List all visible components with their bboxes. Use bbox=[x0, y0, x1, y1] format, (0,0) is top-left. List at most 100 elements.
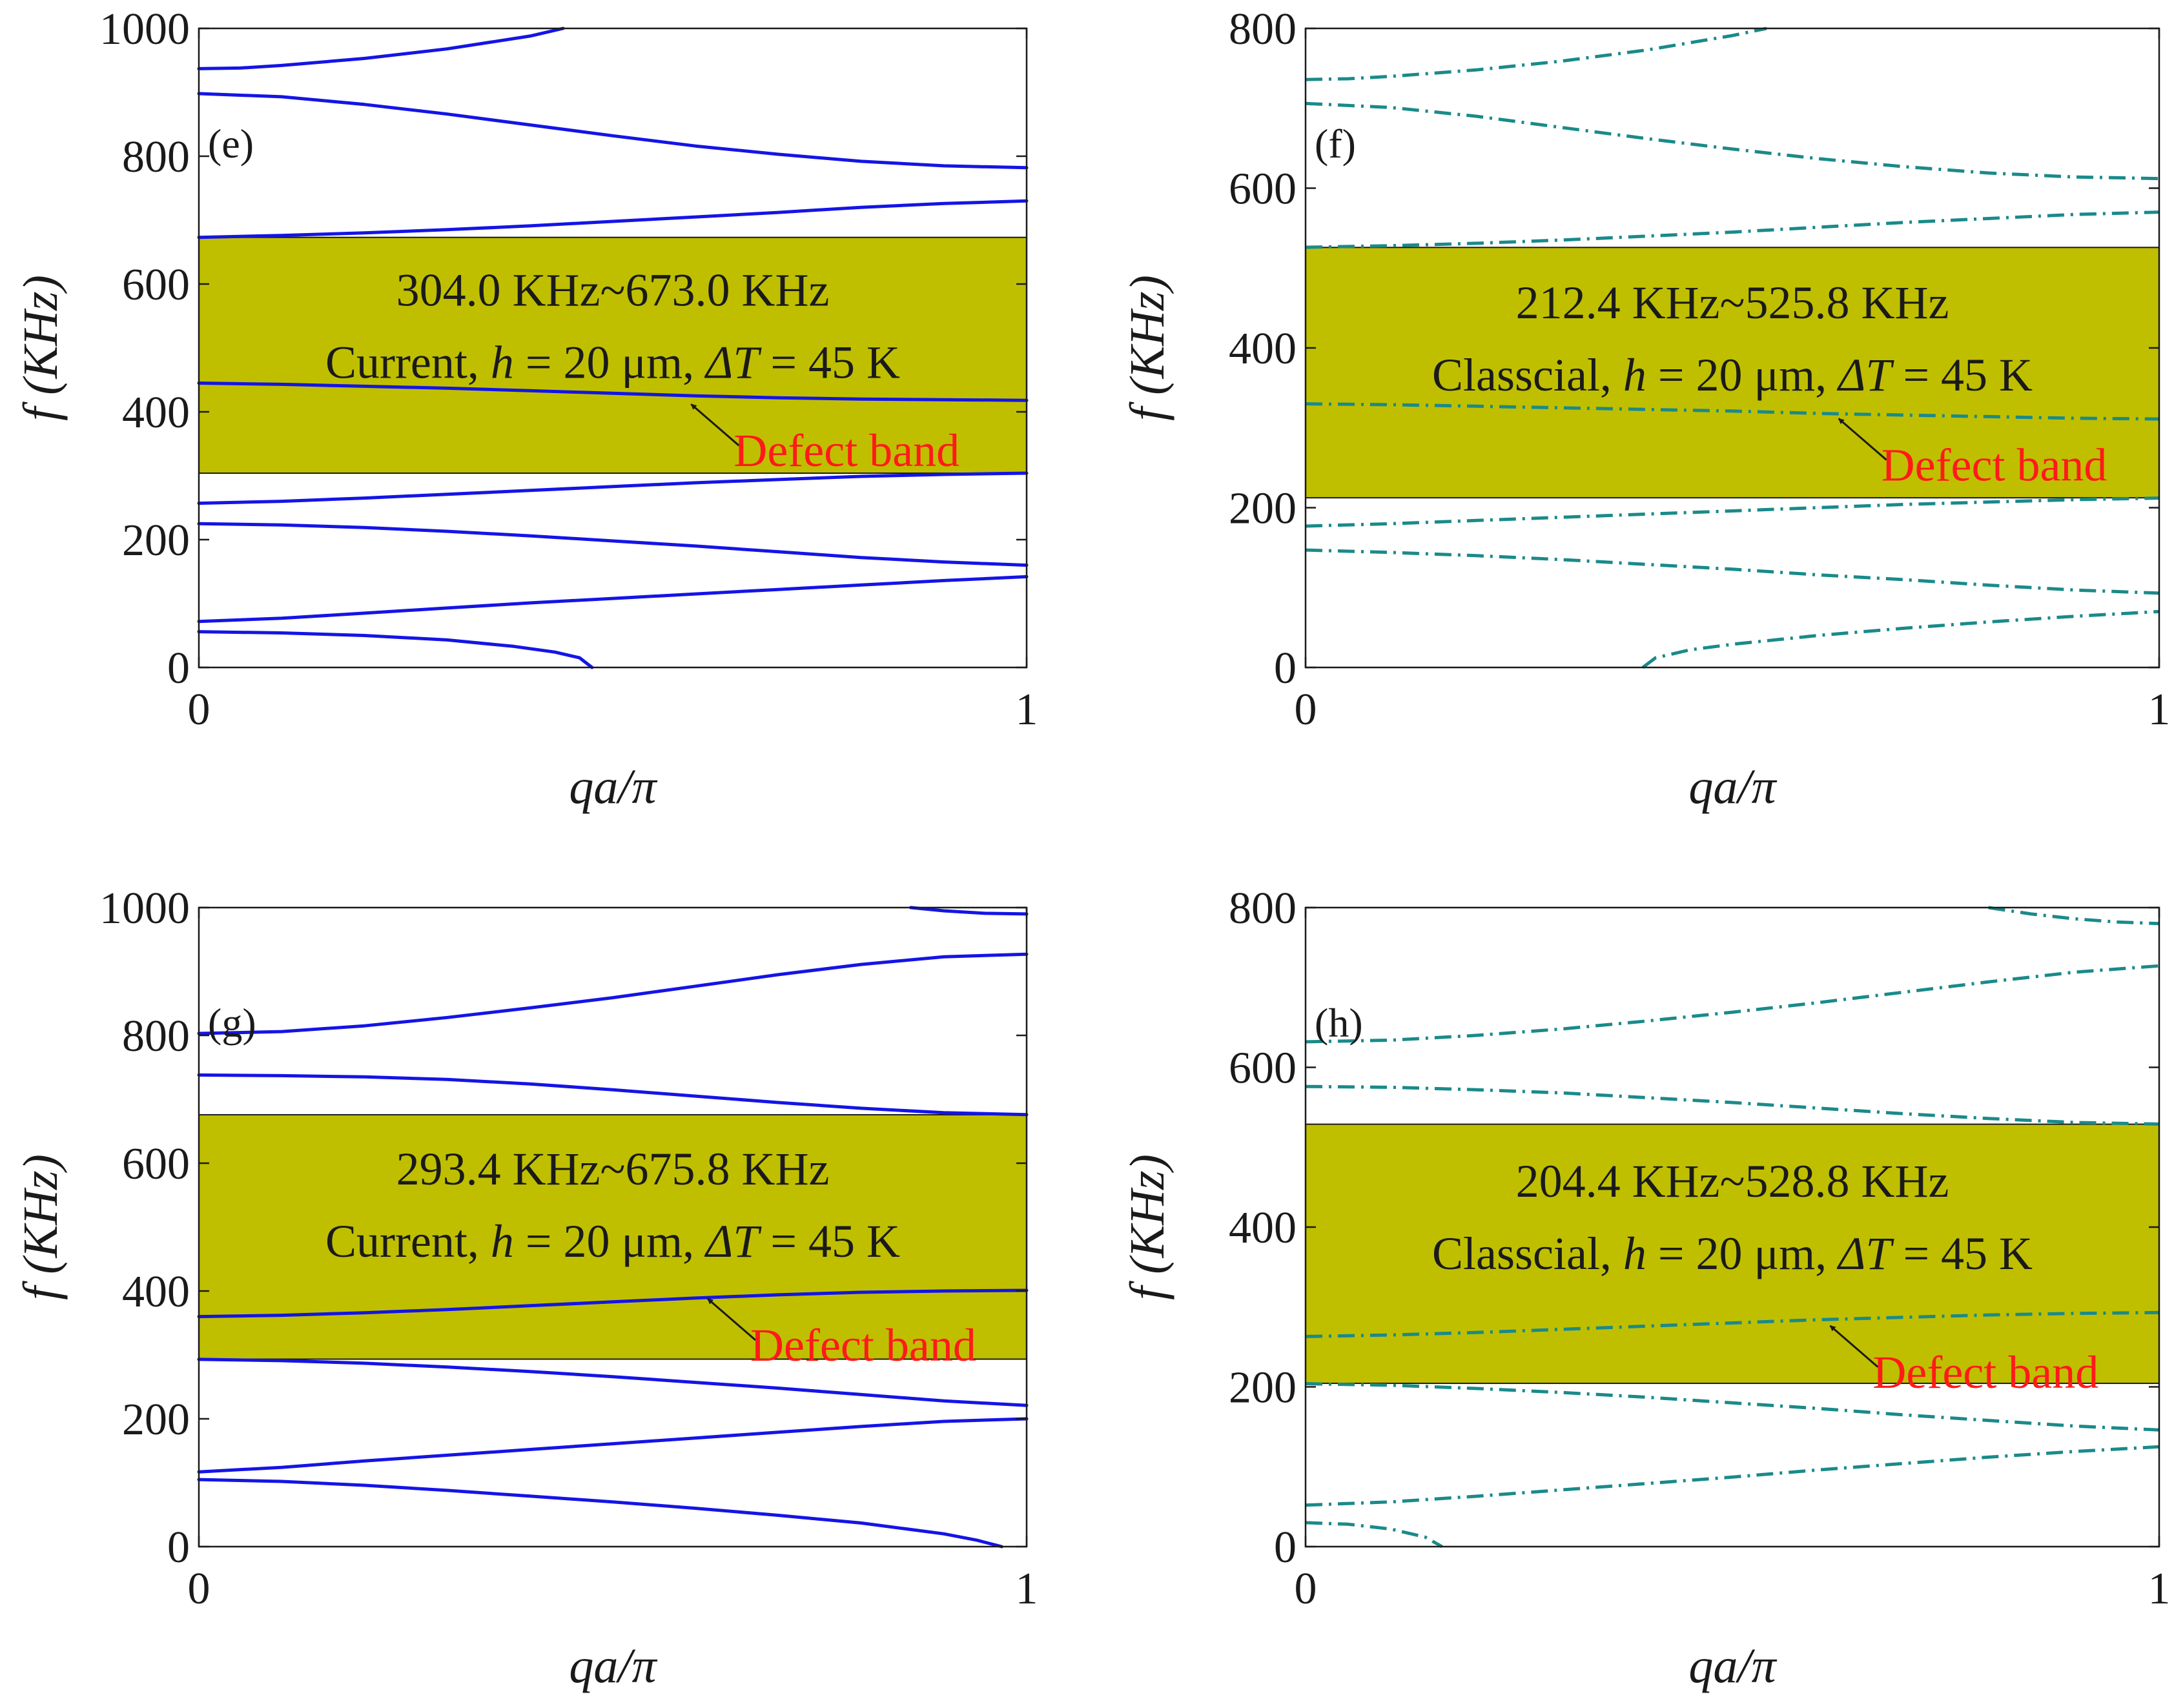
y-tick-label: 600 bbox=[122, 260, 190, 310]
model-parameters-label: Current, h = 20 μm, ΔT = 45 K bbox=[325, 336, 900, 388]
band-gap-region bbox=[198, 1113, 1027, 1360]
axes-frame bbox=[198, 906, 1028, 1548]
y-axis-label: f (KHz) bbox=[1120, 275, 1174, 421]
temperature-symbol: ΔT bbox=[704, 1215, 762, 1267]
defect-band-arrow bbox=[1829, 1325, 1879, 1368]
dispersion-curve-5 bbox=[197, 1073, 1029, 1117]
band-gap-range-label: 212.4 KHz~525.8 KHz bbox=[1516, 277, 1949, 329]
y-tick-label: 200 bbox=[122, 516, 190, 565]
panel-label: (g) bbox=[208, 1000, 256, 1046]
band-gap-region bbox=[1305, 1123, 2160, 1385]
temperature-value: = 45 K bbox=[1891, 349, 2033, 401]
y-tick-label: 400 bbox=[122, 388, 190, 438]
x-axis-label: qa/π bbox=[1688, 760, 1777, 814]
dispersion-curve-2 bbox=[197, 574, 1029, 624]
dispersion-curve-8 bbox=[197, 26, 565, 70]
y-tick-label: 400 bbox=[1229, 324, 1297, 374]
temperature-symbol: ΔT bbox=[1836, 1228, 1894, 1279]
dispersion-curve-4 bbox=[1305, 402, 2160, 421]
model-name: Classcial bbox=[1432, 1228, 1600, 1279]
y-tick-label: 1000 bbox=[99, 5, 190, 54]
temperature-value: = 45 K bbox=[759, 1215, 900, 1267]
dispersion-curve-4 bbox=[1305, 1310, 2160, 1338]
y-tick-label: 200 bbox=[1229, 484, 1297, 534]
y-axis-label: f (KHz) bbox=[14, 275, 68, 421]
temperature-symbol: ΔT bbox=[704, 336, 762, 388]
y-axis-label: f (KHz) bbox=[1120, 1154, 1174, 1300]
dispersion-curve-1 bbox=[197, 1478, 1003, 1549]
thickness-value: = 20 μm, bbox=[1646, 349, 1838, 401]
defect-band-arrow bbox=[707, 1297, 757, 1341]
dispersion-curve-6 bbox=[197, 199, 1029, 239]
dispersion-curve-1 bbox=[197, 630, 594, 669]
chart-panel-e: 0 200 400 600 800 1000 0 1 qa/π f (KHz) (e) 304.0 K… bbox=[14, 5, 1038, 814]
y-tick-label: 200 bbox=[122, 1395, 190, 1445]
y-tick-label: 0 bbox=[167, 644, 190, 693]
y-tick-label: 400 bbox=[1229, 1203, 1297, 1253]
thickness-symbol: h bbox=[491, 336, 514, 388]
y-tick-label: 1000 bbox=[99, 884, 190, 933]
y-tick-label: 200 bbox=[1229, 1363, 1297, 1413]
chart-panel-h: 0 200 400 600 800 0 1 qa/π f (KHz) (h) 204.4 KHz~5… bbox=[1120, 884, 2171, 1693]
dispersion-curve-1 bbox=[1305, 1521, 1443, 1549]
dispersion-curve-3 bbox=[197, 522, 1029, 567]
temperature-value: = 45 K bbox=[1891, 1228, 2033, 1279]
x-tick-label: 0 bbox=[188, 1564, 210, 1614]
dispersion-curve-6 bbox=[1305, 101, 2160, 181]
separator: , bbox=[467, 336, 491, 388]
dispersion-curve-5 bbox=[1305, 210, 2160, 249]
model-parameters-label: Current, h = 20 μm, ΔT = 45 K bbox=[325, 1215, 900, 1267]
thickness-value: = 20 μm, bbox=[514, 336, 706, 388]
model-name: Current bbox=[325, 336, 467, 388]
separator: , bbox=[1600, 349, 1623, 401]
defect-band-label: Defect band bbox=[733, 425, 959, 476]
y-tick-label: 800 bbox=[1229, 5, 1297, 54]
x-tick-label: 1 bbox=[1016, 685, 1038, 735]
band-gap-region bbox=[198, 236, 1027, 474]
y-tick-label: 0 bbox=[1274, 1523, 1297, 1572]
dispersion-curve-3 bbox=[1305, 496, 2160, 528]
x-tick-label: 0 bbox=[1295, 685, 1317, 735]
defect-band-arrow bbox=[690, 403, 740, 447]
panel-label: (e) bbox=[208, 121, 254, 167]
dispersion-curve-5 bbox=[197, 381, 1029, 402]
y-tick-label: 0 bbox=[1274, 644, 1297, 693]
y-axis-label: f (KHz) bbox=[14, 1154, 68, 1300]
dispersion-curve-7 bbox=[1988, 906, 2160, 926]
axes-frame bbox=[198, 27, 1028, 669]
defect-band-arrow bbox=[1838, 418, 1887, 461]
y-tick-label: 800 bbox=[122, 1012, 190, 1061]
band-gap-region bbox=[1305, 247, 2160, 499]
band-gap-range-label: 304.0 KHz~673.0 KHz bbox=[396, 264, 830, 316]
model-name: Classcial bbox=[1432, 349, 1600, 401]
dispersion-curve-2 bbox=[1305, 1445, 2160, 1507]
model-name: Current bbox=[325, 1215, 467, 1267]
x-axis-label: qa/π bbox=[569, 1639, 657, 1693]
dispersion-curve-7 bbox=[909, 906, 1029, 916]
defect-band-label: Defect band bbox=[1882, 439, 2107, 491]
model-parameters-label: Classcial, h = 20 μm, ΔT = 45 K bbox=[1432, 1228, 2033, 1279]
chart-panel-g: 0 200 400 600 800 1000 0 1 qa/π f (KHz) (g) 293.4 K… bbox=[14, 884, 1038, 1693]
temperature-value: = 45 K bbox=[759, 336, 900, 388]
y-tick-label: 400 bbox=[122, 1267, 190, 1317]
dispersion-curve-6 bbox=[1305, 964, 2160, 1044]
separator: , bbox=[1600, 1228, 1623, 1279]
defect-band-label: Defect band bbox=[750, 1319, 976, 1371]
dispersion-curve-4 bbox=[197, 1288, 1029, 1319]
y-tick-label: 600 bbox=[1229, 165, 1297, 214]
y-tick-label: 800 bbox=[1229, 884, 1297, 933]
chart-panel-f: 0 200 400 600 800 0 1 qa/π f (KHz) (f) 212.4 KHz~5… bbox=[1120, 5, 2171, 814]
dispersion-curve-3 bbox=[1305, 1382, 2160, 1432]
dispersion-curve-3 bbox=[197, 1357, 1029, 1407]
dispersion-curve-2 bbox=[1305, 548, 2160, 595]
x-axis-label: qa/π bbox=[569, 760, 657, 814]
y-tick-label: 600 bbox=[1229, 1044, 1297, 1093]
panel-label: (h) bbox=[1315, 1000, 1363, 1046]
x-tick-label: 1 bbox=[2148, 685, 2171, 735]
temperature-symbol: ΔT bbox=[1836, 349, 1894, 401]
dispersion-curve-4 bbox=[197, 471, 1029, 505]
panel-label: (f) bbox=[1315, 121, 1356, 167]
y-tick-label: 600 bbox=[122, 1139, 190, 1189]
y-tick-label: 800 bbox=[122, 132, 190, 182]
